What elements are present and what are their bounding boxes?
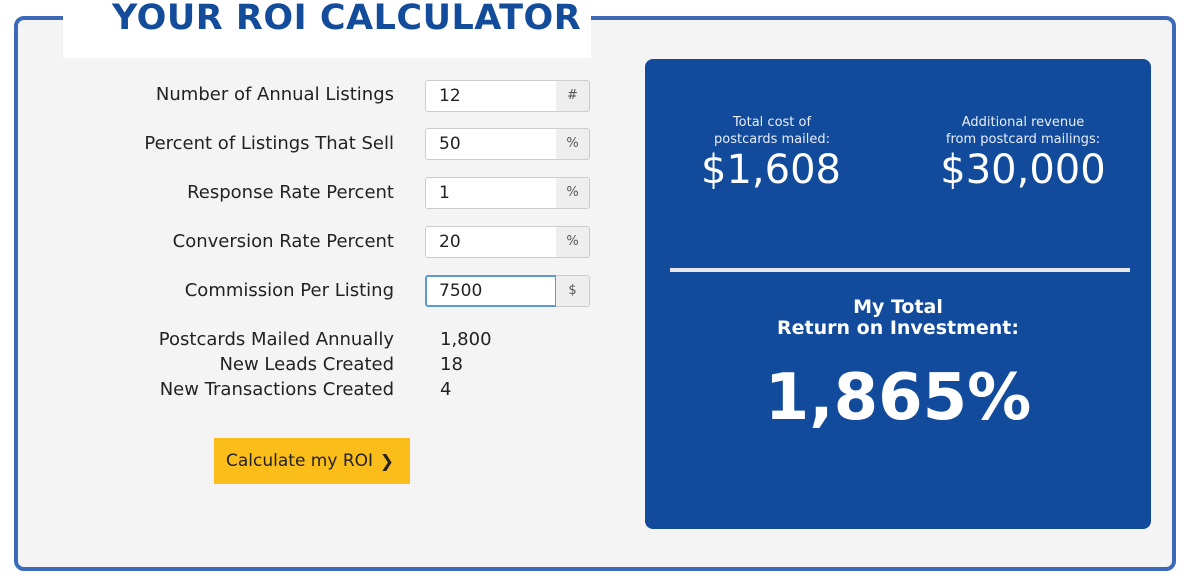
conversion-rate-label: Conversion Rate Percent [172, 231, 394, 252]
total-cost-caption-line2: postcards mailed: [714, 132, 830, 147]
annual-listings-input[interactable] [425, 80, 557, 112]
new-leads-value: 18 [440, 354, 463, 375]
postcards-mailed-label: Postcards Mailed Annually [158, 329, 394, 350]
calculate-roi-button[interactable]: Calculate my ROI ❯ [214, 438, 410, 484]
results-panel: Total cost of postcards mailed: $1,608 A… [645, 59, 1151, 529]
total-cost-caption-line1: Total cost of [732, 115, 812, 130]
roi-heading-line2: Return on Investment: [777, 317, 1019, 339]
results-divider [670, 268, 1130, 272]
annual-listings-unit: # [556, 80, 590, 112]
page-title: YOUR ROI CALCULATOR [112, 0, 582, 38]
roi-heading-line1: My Total [853, 296, 943, 318]
percent-sell-unit: % [556, 128, 590, 160]
new-transactions-label: New Transactions Created [159, 379, 394, 400]
calculate-roi-label: Calculate my ROI [226, 451, 374, 471]
additional-revenue-caption-line1: Additional revenue [961, 115, 1085, 130]
title-box [63, 0, 591, 58]
commission-input[interactable] [425, 275, 557, 307]
roi-value: 1,865% [764, 361, 1032, 435]
total-cost-value: $1,608 [701, 147, 841, 193]
additional-revenue-value: $30,000 [940, 147, 1106, 193]
additional-revenue-caption-line2: from postcard mailings: [945, 132, 1101, 147]
postcards-mailed-value: 1,800 [440, 329, 492, 350]
new-transactions-value: 4 [440, 379, 452, 400]
roi-heading: My Total Return on Investment: [645, 297, 1151, 339]
new-leads-label: New Leads Created [219, 354, 394, 375]
chevron-right-icon: ❯ [379, 452, 394, 472]
total-cost-caption: Total cost of postcards mailed: [662, 114, 882, 148]
additional-revenue-caption: Additional revenue from postcard mailing… [913, 114, 1133, 148]
conversion-rate-unit: % [556, 226, 590, 258]
response-rate-input[interactable] [425, 177, 557, 209]
commission-label: Commission Per Listing [184, 280, 394, 301]
percent-sell-label: Percent of Listings That Sell [144, 133, 394, 154]
conversion-rate-input[interactable] [425, 226, 557, 258]
commission-unit: $ [556, 275, 590, 307]
annual-listings-label: Number of Annual Listings [155, 84, 394, 105]
percent-sell-input[interactable] [425, 128, 557, 160]
response-rate-label: Response Rate Percent [187, 182, 394, 203]
response-rate-unit: % [556, 177, 590, 209]
